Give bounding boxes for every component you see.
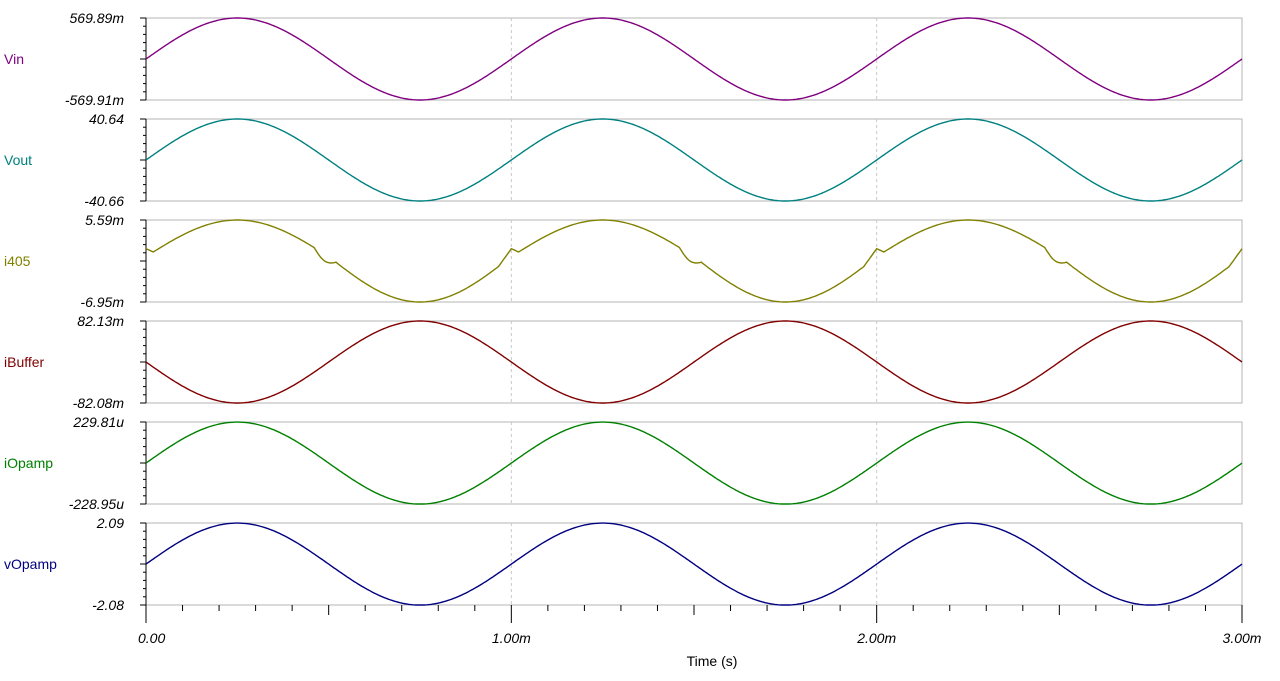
series-label: vOpamp (4, 556, 57, 572)
y-min-label: -40.66 (84, 193, 124, 209)
series-line-vout (145, 118, 1243, 202)
x-axis-label: Time (s) (687, 653, 738, 669)
panel-vopamp: 2.09 -2.08 vOpamp (4, 515, 1243, 613)
y-max-label: 229.81u (72, 414, 124, 430)
y-max-label: 82.13m (77, 313, 124, 329)
series-line-ibuffer (145, 320, 1243, 404)
y-min-label: -228.95u (69, 496, 124, 512)
y-max-label: 569.89m (70, 10, 125, 26)
y-max-label: 5.59m (85, 212, 124, 228)
series-line-vin (145, 17, 1243, 101)
y-max-label: 2.09 (96, 515, 124, 531)
panel-iopamp: 229.81u -228.95u iOpamp (4, 414, 1243, 512)
panel-ibuffer: 82.13m -82.08m iBuffer (4, 313, 1243, 411)
series-line-i405 (145, 219, 1243, 303)
series-label: iBuffer (4, 354, 45, 370)
series-label: Vin (4, 51, 24, 67)
y-min-label: -82.08m (73, 395, 125, 411)
series-label: i405 (4, 253, 31, 269)
panel-frame (145, 219, 1243, 303)
series-line-iopamp (145, 421, 1243, 505)
x-tick-label: 2.00m (856, 630, 896, 646)
y-max-label: 40.64 (89, 111, 124, 127)
y-min-label: -6.95m (80, 294, 124, 310)
panel-vin: 569.89m -569.91m Vin (4, 10, 1243, 108)
series-label: iOpamp (4, 455, 53, 471)
series-label: Vout (4, 152, 32, 168)
series-line-vopamp (145, 522, 1243, 606)
y-min-label: -2.08 (92, 597, 124, 613)
x-tick-label: 1.00m (492, 630, 531, 646)
panel-i405: 5.59m -6.95m i405 (4, 212, 1243, 310)
x-tick-label: 0.00 (138, 630, 165, 646)
y-min-label: -569.91m (65, 92, 124, 108)
panel-vout: 40.64 -40.66 Vout (4, 111, 1243, 209)
x-tick-label: 3.00m (1223, 630, 1262, 646)
